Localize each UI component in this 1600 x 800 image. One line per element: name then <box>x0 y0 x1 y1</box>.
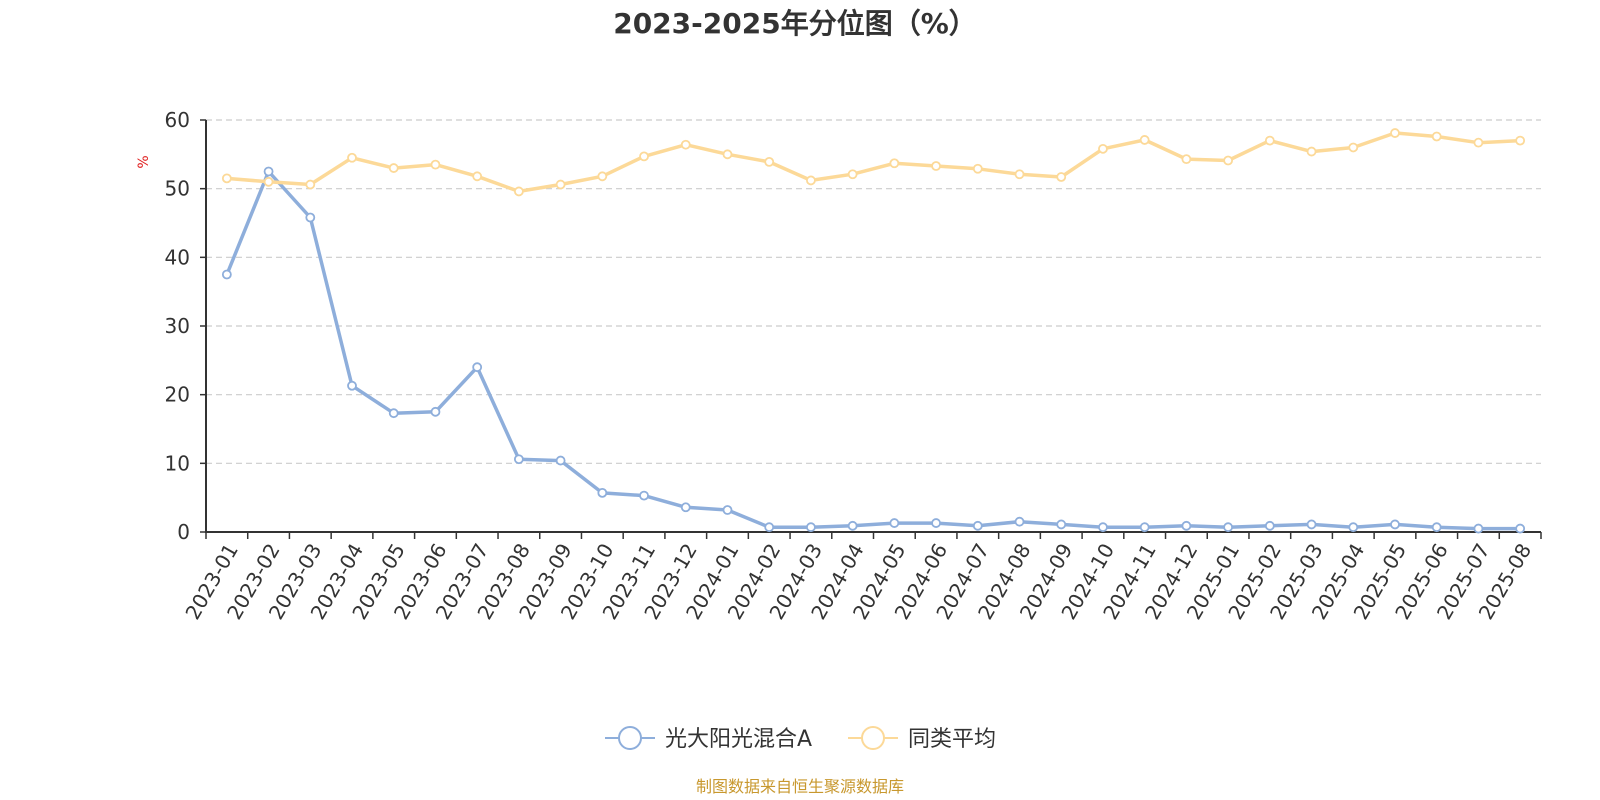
data-point[interactable] <box>931 161 941 171</box>
series-0 <box>221 166 1526 534</box>
data-point[interactable] <box>1098 522 1108 533</box>
data-point[interactable] <box>1515 135 1526 146</box>
data-point[interactable] <box>305 212 316 223</box>
data-point[interactable] <box>972 520 983 531</box>
data-point[interactable] <box>597 171 608 182</box>
data-point[interactable] <box>722 505 733 515</box>
legend-item[interactable]: 同类平均 <box>848 726 996 752</box>
data-point[interactable] <box>972 163 983 174</box>
data-point[interactable] <box>347 152 357 163</box>
y-tick-label: 10 <box>165 451 190 475</box>
data-point[interactable] <box>513 454 524 465</box>
data-point[interactable] <box>305 179 316 190</box>
data-point[interactable] <box>1306 146 1317 157</box>
legend[interactable]: 光大阳光混合A 同类平均 <box>605 726 996 752</box>
legend-item[interactable]: 光大阳光混合A <box>605 726 812 752</box>
data-point[interactable] <box>639 151 649 162</box>
data-point[interactable] <box>1181 520 1192 531</box>
data-point[interactable] <box>1515 523 1526 534</box>
data-point[interactable] <box>1473 523 1484 534</box>
data-point[interactable] <box>430 159 441 170</box>
data-point[interactable] <box>1181 154 1192 165</box>
data-point[interactable] <box>1056 172 1067 182</box>
data-point[interactable] <box>847 520 858 531</box>
data-point[interactable] <box>806 175 816 186</box>
data-point[interactable] <box>1098 143 1108 154</box>
data-point[interactable] <box>1264 135 1275 146</box>
data-point[interactable] <box>388 408 399 419</box>
data-point[interactable] <box>1306 519 1317 530</box>
data-point[interactable] <box>1390 128 1400 138</box>
data-point[interactable] <box>347 380 357 391</box>
data-point[interactable] <box>1264 520 1275 531</box>
data-point[interactable] <box>513 186 524 197</box>
y-tick-label: 40 <box>165 245 190 269</box>
axes: 01020304050602023-012023-022023-032023-0… <box>165 108 1542 624</box>
data-point[interactable] <box>806 522 816 533</box>
y-axis-unit: % <box>136 155 152 168</box>
data-point[interactable] <box>221 173 232 184</box>
legend-marker-icon <box>861 726 885 750</box>
data-point[interactable] <box>1139 135 1150 145</box>
data-point[interactable] <box>555 179 566 190</box>
data-point[interactable] <box>722 149 733 160</box>
data-point[interactable] <box>1014 516 1025 527</box>
data-point[interactable] <box>680 139 691 150</box>
data-point[interactable] <box>1223 155 1234 166</box>
data-point[interactable] <box>555 455 566 466</box>
data-point[interactable] <box>1223 522 1234 533</box>
grid-lines <box>206 119 1541 464</box>
data-point[interactable] <box>764 156 775 167</box>
data-point[interactable] <box>221 269 232 280</box>
legend-label: 同类平均 <box>908 727 996 752</box>
data-point[interactable] <box>1431 522 1442 533</box>
chart-title: 2023-2025年分位图（%） <box>613 7 977 40</box>
data-point[interactable] <box>1139 522 1150 533</box>
data-point[interactable] <box>1014 169 1025 180</box>
data-point[interactable] <box>1348 142 1359 153</box>
data-point[interactable] <box>472 362 483 373</box>
plot-area <box>221 128 1526 534</box>
data-point[interactable] <box>430 406 441 417</box>
series-1 <box>221 128 1526 197</box>
y-tick-label: 60 <box>165 108 190 132</box>
legend-marker-icon <box>618 726 642 750</box>
data-point[interactable] <box>263 166 274 177</box>
data-point[interactable] <box>597 487 608 498</box>
data-point[interactable] <box>847 169 858 180</box>
data-point[interactable] <box>1473 137 1484 148</box>
data-point[interactable] <box>1390 519 1400 530</box>
series-line <box>225 169 1521 531</box>
data-point[interactable] <box>764 522 775 533</box>
data-point[interactable] <box>931 518 941 528</box>
data-point[interactable] <box>889 518 900 528</box>
data-point[interactable] <box>1431 131 1442 142</box>
y-tick-label: 50 <box>165 177 190 201</box>
legend-label: 光大阳光混合A <box>665 727 812 752</box>
data-point[interactable] <box>388 163 399 173</box>
data-point[interactable] <box>472 171 483 182</box>
data-point[interactable] <box>680 502 691 513</box>
data-source-note: 制图数据来自恒生聚源数据库 <box>696 777 904 796</box>
y-tick-label: 20 <box>165 383 190 407</box>
y-tick-label: 30 <box>165 314 190 338</box>
data-point[interactable] <box>263 176 274 187</box>
data-point[interactable] <box>889 158 900 169</box>
data-point[interactable] <box>639 490 649 501</box>
data-point[interactable] <box>1348 522 1359 533</box>
data-point[interactable] <box>1056 519 1067 530</box>
y-tick-label: 0 <box>177 520 190 544</box>
series-line <box>226 131 1521 194</box>
